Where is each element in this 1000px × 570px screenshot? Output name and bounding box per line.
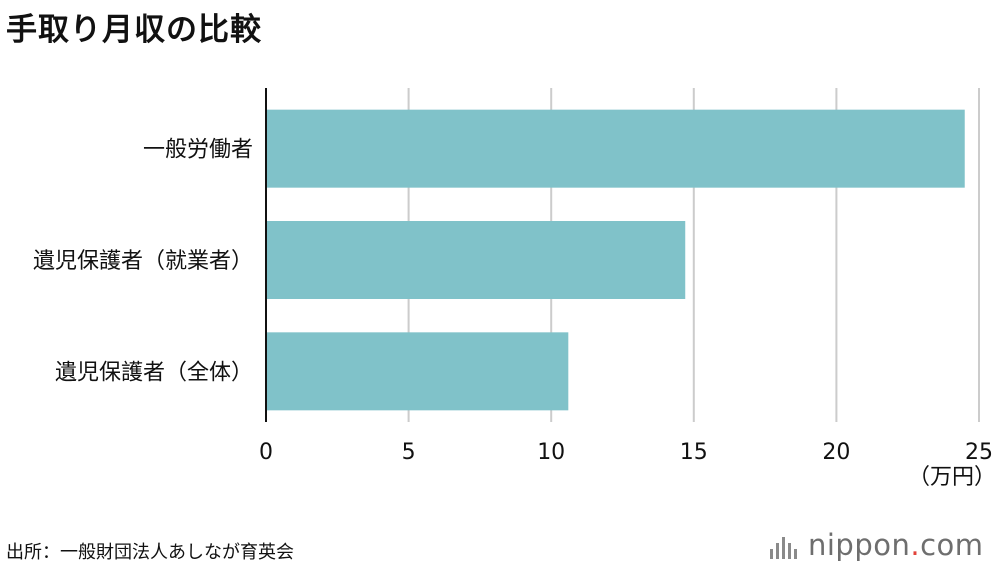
x-tick-label: 10 — [537, 440, 565, 465]
x-tick-label: 5 — [402, 440, 416, 465]
category-label: 遺児保護者（就業者） — [33, 249, 253, 274]
category-label: 遺児保護者（全体） — [55, 360, 253, 385]
nippon-logo[interactable]: nippon.com — [770, 528, 984, 562]
x-tick-label: 0 — [259, 440, 273, 465]
tick-labels: 0 5 10 15 20 25 — [259, 440, 993, 465]
logo-tld: com — [920, 528, 984, 562]
x-tick-label: 20 — [822, 440, 850, 465]
bar — [266, 109, 965, 188]
source-note: 出所：一般財団法人あしなが育英会 — [6, 542, 294, 563]
x-unit-label: （万円） — [908, 465, 996, 490]
bar — [266, 332, 569, 411]
chart-title: 手取り月収の比較 — [6, 12, 262, 48]
logo-dot: . — [910, 528, 921, 562]
logo-name: nippon — [808, 528, 911, 562]
logo-bars-icon — [770, 531, 800, 559]
x-tick-label: 25 — [965, 440, 993, 465]
bars — [266, 109, 965, 411]
x-tick-label: 15 — [680, 440, 708, 465]
bar — [266, 221, 686, 299]
category-label: 一般労働者 — [143, 138, 253, 163]
